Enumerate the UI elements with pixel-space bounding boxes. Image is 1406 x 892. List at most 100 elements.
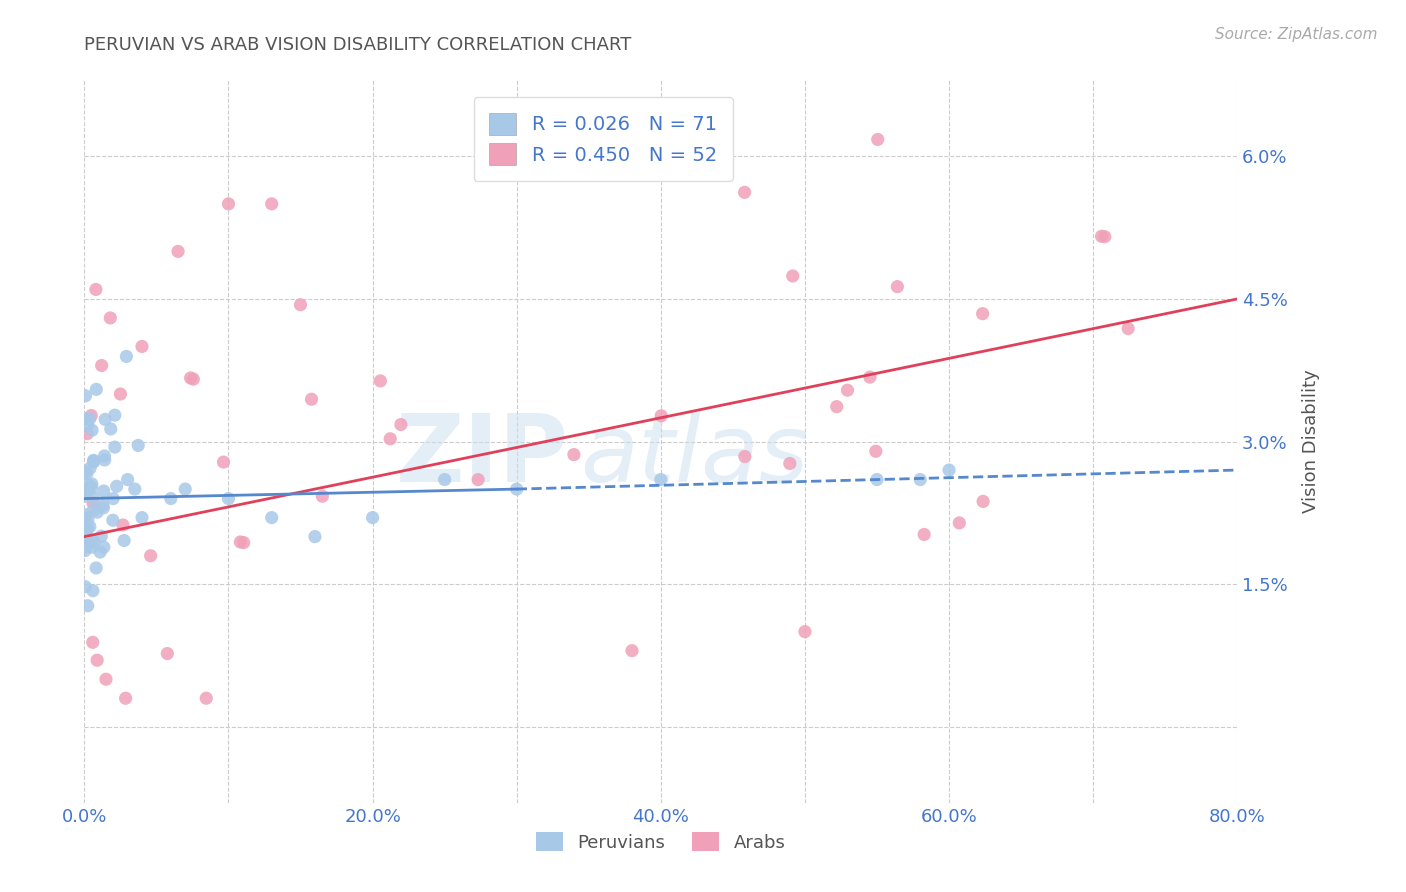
- Point: [1116, 321, 1139, 335]
- Point: [115, 350, 138, 364]
- Point: [782, 268, 804, 283]
- Point: [79, 519, 101, 533]
- Point: [101, 513, 124, 527]
- Point: [467, 473, 489, 487]
- Point: [93, 453, 115, 467]
- Point: [131, 339, 153, 353]
- Point: [75, 511, 97, 525]
- Text: Source: ZipAtlas.com: Source: ZipAtlas.com: [1215, 27, 1378, 42]
- Point: [301, 392, 323, 407]
- Point: [91, 498, 114, 512]
- Point: [859, 370, 882, 384]
- Point: [98, 310, 121, 325]
- Point: [83, 455, 105, 469]
- Point: [1090, 229, 1112, 244]
- Point: [837, 383, 859, 397]
- Point: [75, 466, 97, 480]
- Point: [972, 307, 994, 321]
- Point: [734, 186, 756, 200]
- Point: [865, 444, 887, 458]
- Point: [232, 535, 254, 549]
- Point: [218, 491, 240, 506]
- Point: [76, 520, 98, 534]
- Point: [77, 477, 100, 491]
- Point: [562, 448, 585, 462]
- Point: [105, 479, 128, 493]
- Point: [104, 408, 127, 422]
- Point: [160, 491, 183, 506]
- Point: [180, 371, 202, 385]
- Point: [86, 653, 108, 667]
- Point: [229, 535, 252, 549]
- Point: [212, 455, 235, 469]
- Point: [76, 417, 98, 432]
- Point: [75, 389, 97, 403]
- Point: [79, 461, 101, 475]
- Point: [77, 512, 100, 526]
- Point: [174, 482, 197, 496]
- Point: [131, 510, 153, 524]
- Point: [84, 383, 107, 397]
- Point: [82, 490, 104, 504]
- Point: [80, 409, 103, 423]
- Text: ZIP: ZIP: [395, 410, 568, 502]
- Point: [89, 545, 111, 559]
- Point: [76, 522, 98, 536]
- Point: [93, 449, 115, 463]
- Point: [218, 197, 240, 211]
- Text: atlas: atlas: [581, 410, 808, 501]
- Point: [79, 411, 101, 425]
- Point: [886, 279, 908, 293]
- Point: [90, 359, 112, 373]
- Point: [825, 400, 848, 414]
- Point: [75, 540, 97, 554]
- Point: [866, 132, 889, 146]
- Y-axis label: Vision Disability: Vision Disability: [1302, 369, 1320, 514]
- Point: [361, 510, 384, 524]
- Point: [90, 529, 112, 543]
- Point: [82, 635, 104, 649]
- Point: [76, 467, 98, 481]
- Point: [103, 491, 124, 506]
- Point: [76, 483, 98, 498]
- Point: [82, 503, 104, 517]
- Point: [156, 647, 179, 661]
- Point: [75, 508, 97, 522]
- Point: [938, 463, 960, 477]
- Point: [93, 540, 115, 554]
- Point: [80, 477, 103, 491]
- Point: [83, 534, 105, 549]
- Point: [100, 422, 122, 436]
- Point: [124, 482, 146, 496]
- Point: [76, 522, 98, 536]
- Point: [779, 457, 801, 471]
- Point: [94, 412, 117, 426]
- Point: [912, 527, 935, 541]
- Point: [433, 473, 456, 487]
- Point: [93, 500, 115, 515]
- Point: [794, 624, 817, 639]
- Point: [80, 481, 103, 495]
- Point: [290, 298, 312, 312]
- Point: [79, 535, 101, 549]
- Point: [77, 483, 100, 497]
- Point: [311, 489, 333, 503]
- Point: [83, 454, 105, 468]
- Point: [80, 423, 103, 437]
- Point: [94, 672, 117, 686]
- Point: [75, 580, 97, 594]
- Point: [84, 561, 107, 575]
- Point: [76, 426, 98, 441]
- Point: [76, 599, 98, 613]
- Legend: Peruvians, Arabs: Peruvians, Arabs: [529, 824, 793, 859]
- Text: PERUVIAN VS ARAB VISION DISABILITY CORRELATION CHART: PERUVIAN VS ARAB VISION DISABILITY CORRE…: [84, 36, 631, 54]
- Point: [167, 244, 190, 259]
- Point: [389, 417, 412, 432]
- Point: [75, 489, 97, 503]
- Point: [82, 496, 104, 510]
- Point: [948, 516, 970, 530]
- Point: [866, 473, 889, 487]
- Point: [621, 643, 644, 657]
- Point: [650, 473, 672, 487]
- Point: [84, 282, 107, 296]
